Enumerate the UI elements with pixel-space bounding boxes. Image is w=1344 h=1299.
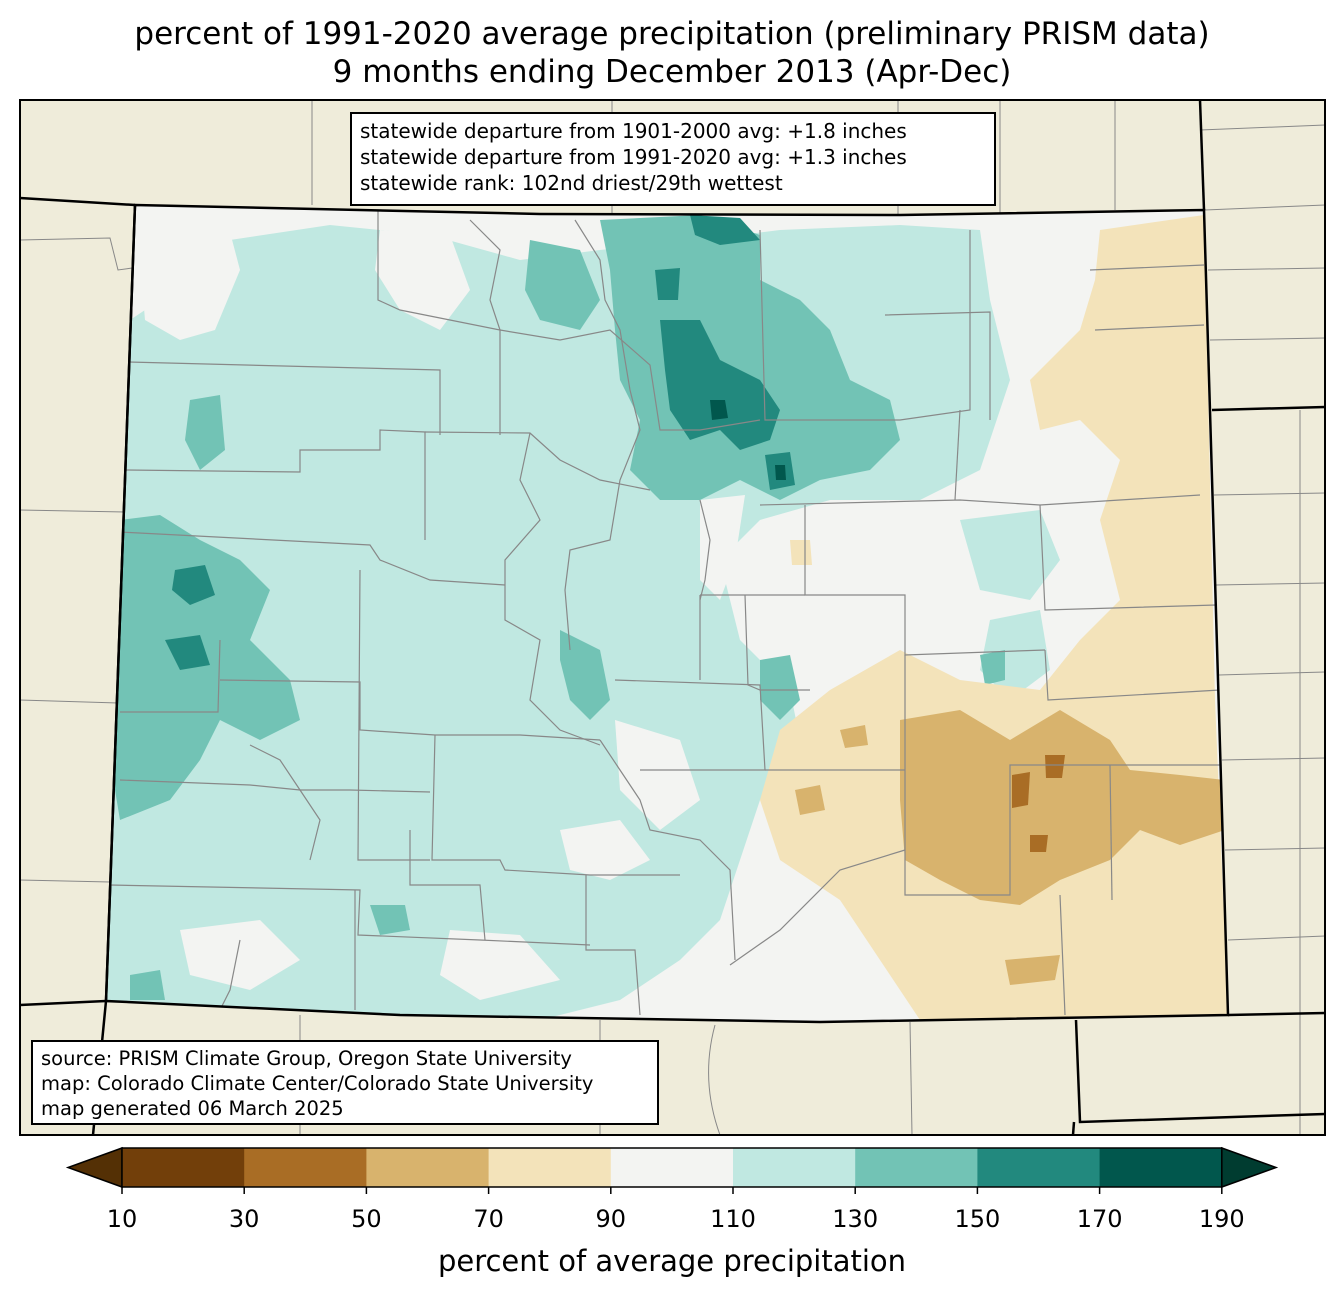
colorbar-segment bbox=[488, 1148, 612, 1187]
dry-blob-a bbox=[790, 540, 812, 565]
map-frame bbox=[19, 99, 1326, 1136]
map-subtitle: 9 months ending December 2013 (Apr-Dec) bbox=[332, 54, 1012, 90]
colorbar-segment bbox=[122, 1148, 245, 1187]
dry-2-blob-a bbox=[795, 785, 825, 815]
wet-2-blob-d bbox=[980, 650, 1005, 685]
credits-box: source: PRISM Climate Group, Oregon Stat… bbox=[31, 1040, 659, 1125]
dry-3-core-c bbox=[1030, 835, 1048, 852]
colorbar-segment bbox=[1099, 1148, 1223, 1187]
wet-3-blob bbox=[655, 268, 680, 300]
statewide-rank: statewide rank: 102nd driest/29th wettes… bbox=[360, 171, 783, 195]
wet-2-blob-a bbox=[760, 655, 800, 720]
colorbar-tick-label: 130 bbox=[832, 1205, 879, 1233]
wet-2-central bbox=[560, 630, 610, 720]
wet-4-core-b bbox=[775, 465, 786, 480]
colorbar-tick-label: 10 bbox=[106, 1205, 138, 1233]
dry-2-blob-b bbox=[1005, 955, 1060, 985]
statewide-stats-box: statewide departure from 1901-2000 avg: … bbox=[350, 112, 996, 206]
departure-1901-2000: statewide departure from 1901-2000 avg: … bbox=[360, 119, 907, 143]
source-credit: source: PRISM Climate Group, Oregon Stat… bbox=[41, 1047, 572, 1070]
wet-2-north bbox=[525, 240, 600, 330]
county-lines bbox=[109, 210, 1225, 1016]
colorbar-segment bbox=[610, 1148, 734, 1187]
wet-2-blob-b bbox=[370, 905, 410, 935]
colorbar-segment bbox=[244, 1148, 367, 1187]
normal-pocket-6 bbox=[440, 930, 560, 1000]
map-credit: map: Colorado Climate Center/Colorado St… bbox=[41, 1072, 594, 1095]
wet-3-boulder bbox=[660, 320, 780, 450]
colorbar-tick-label: 30 bbox=[228, 1205, 260, 1233]
colorbar-tick-label: 50 bbox=[351, 1205, 382, 1233]
wet-2-sw bbox=[106, 515, 300, 820]
normal-pocket-2 bbox=[375, 230, 470, 330]
colorbar-tick-label: 170 bbox=[1076, 1205, 1123, 1233]
colorbar-tick-label: 110 bbox=[710, 1205, 756, 1233]
wet-3-sw-b bbox=[165, 635, 210, 670]
colorbar-extend-high bbox=[1221, 1146, 1279, 1189]
map-title: percent of 1991-2020 average precipitati… bbox=[134, 16, 1210, 52]
colorbar-label: percent of average precipitation bbox=[437, 1244, 907, 1278]
dry-2-se bbox=[900, 710, 1225, 905]
precipitation-field bbox=[106, 205, 1228, 1022]
wet-area-east-1 bbox=[960, 510, 1060, 600]
dry-2-blob-c bbox=[840, 725, 868, 748]
departure-1991-2020: statewide departure from 1991-2020 avg: … bbox=[360, 145, 907, 169]
dry-area-ne bbox=[1130, 225, 1200, 260]
colorbar-tick-label: 150 bbox=[954, 1205, 1001, 1233]
wet-4-core-a bbox=[710, 400, 728, 420]
colorbar-segment bbox=[855, 1148, 978, 1187]
colorbar-tick-label: 70 bbox=[473, 1205, 504, 1233]
colorbar-tick-label: 190 bbox=[1198, 1205, 1245, 1233]
colorbar-outline bbox=[121, 1147, 1223, 1188]
wet-2-nw bbox=[185, 395, 225, 470]
normal-pocket-4 bbox=[615, 720, 700, 830]
colorbar-segment bbox=[733, 1148, 856, 1187]
dry-3-core-a bbox=[1012, 772, 1030, 808]
colorbar-tick-label: 90 bbox=[595, 1205, 627, 1233]
wet-3-sw-a bbox=[172, 565, 215, 605]
normal-pocket-7 bbox=[560, 820, 650, 880]
colorbar-segment bbox=[977, 1148, 1101, 1187]
normal-pocket-1 bbox=[140, 230, 240, 340]
colorbar-segment bbox=[366, 1148, 490, 1187]
wet-2-blob-c bbox=[130, 970, 165, 1000]
colorbar-extend-low bbox=[65, 1146, 123, 1189]
generated-date: map generated 06 March 2025 bbox=[41, 1097, 344, 1120]
normal-pocket-5 bbox=[180, 920, 300, 990]
normal-pocket-3 bbox=[700, 495, 745, 600]
dry-3-core-b bbox=[1045, 755, 1065, 778]
colorbar bbox=[65, 1146, 1279, 1194]
wet-3-north bbox=[690, 215, 760, 245]
